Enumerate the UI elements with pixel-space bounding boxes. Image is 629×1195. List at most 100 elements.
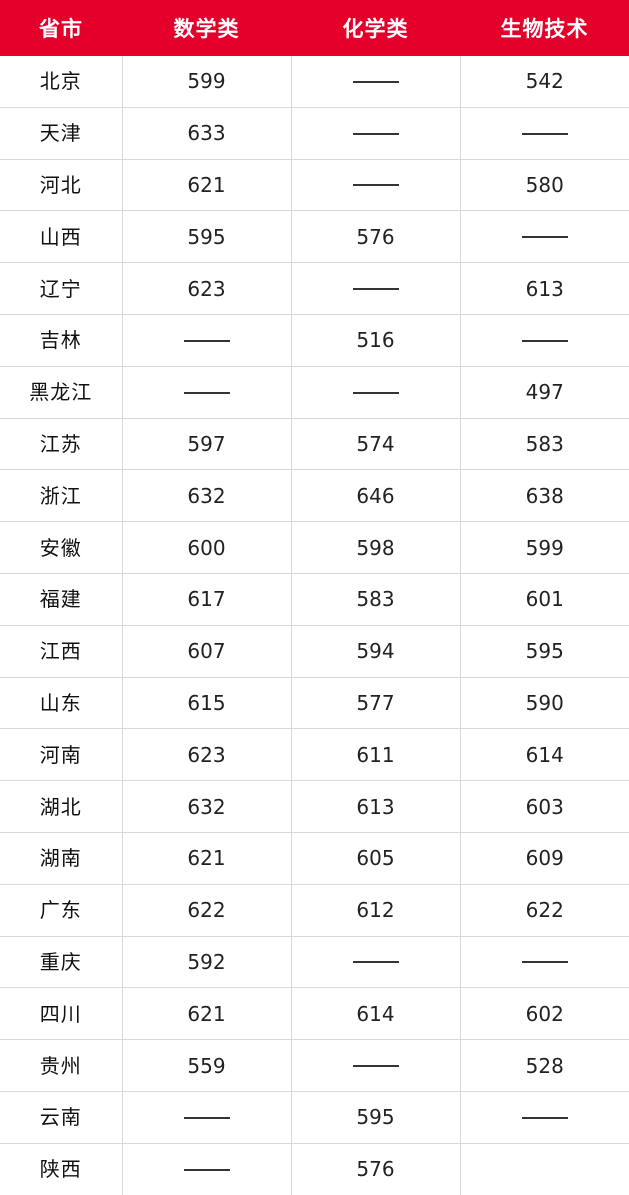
cell-biotech: 497 (460, 366, 629, 419)
table-row: 吉林 516 (0, 314, 629, 367)
table-row: 山东 615 577 590 (0, 677, 629, 730)
table-row: 浙江 632 646 638 (0, 469, 629, 523)
cell-chemistry: 516 (291, 314, 461, 367)
cell-chemistry (291, 107, 461, 160)
cell-biotech: 580 (460, 159, 629, 212)
empty-dash-marker (352, 288, 399, 291)
table-row: 江西 607 594 595 (0, 625, 629, 678)
cell-chemistry: 598 (291, 521, 461, 574)
empty-dash-marker (183, 1116, 230, 1119)
cell-math: 615 (122, 677, 292, 730)
cell-chemistry: 595 (291, 1091, 461, 1144)
cell-chemistry: 577 (291, 677, 461, 730)
cell-math: 595 (122, 210, 292, 264)
cell-biotech: 528 (460, 1039, 629, 1092)
cell-math (122, 1091, 292, 1144)
cell-biotech (460, 314, 629, 367)
cell-biotech: 599 (460, 521, 629, 574)
cell-chemistry (291, 56, 461, 108)
cell-biotech: 614 (460, 728, 629, 782)
cell-chemistry: 612 (291, 884, 461, 937)
cell-chemistry: 611 (291, 728, 461, 782)
cell-math: 607 (122, 625, 292, 678)
cell-chemistry: 576 (291, 210, 461, 264)
empty-dash-marker (352, 184, 399, 187)
cell-chemistry: 646 (291, 469, 461, 523)
table-row: 山西 595 576 (0, 210, 629, 264)
cell-province: 江西 (0, 625, 123, 678)
table-row: 江苏 597 574 583 (0, 418, 629, 471)
table-row: 黑龙江 497 (0, 366, 629, 419)
cell-math: 597 (122, 418, 292, 471)
cell-biotech (460, 210, 629, 264)
cell-chemistry: 594 (291, 625, 461, 678)
cell-biotech: 613 (460, 262, 629, 315)
table-row: 辽宁 623 613 (0, 262, 629, 315)
empty-dash-marker (521, 961, 568, 964)
cell-biotech: 603 (460, 780, 629, 833)
cell-biotech (460, 936, 629, 989)
column-header-biotech: 生物技术 (460, 0, 629, 56)
cell-biotech (460, 107, 629, 160)
empty-dash-marker (352, 391, 399, 394)
column-header-province: 省市 (0, 0, 122, 56)
cell-math: 623 (122, 262, 292, 315)
table-row: 云南 595 (0, 1091, 629, 1144)
cell-chemistry (291, 936, 461, 989)
table-row: 安徽 600 598 599 (0, 521, 629, 574)
cell-biotech: 595 (460, 625, 629, 678)
cell-math: 632 (122, 780, 292, 833)
cell-chemistry (291, 366, 461, 419)
cell-province: 云南 (0, 1091, 123, 1144)
empty-dash-marker (183, 339, 230, 342)
cell-math: 622 (122, 884, 292, 937)
cell-province: 重庆 (0, 936, 123, 989)
column-header-math: 数学类 (122, 0, 291, 56)
cell-province: 河南 (0, 728, 123, 782)
empty-dash-marker (521, 132, 568, 135)
cell-chemistry: 583 (291, 573, 461, 626)
table-body: 北京 599 542 天津 633 河北 621 580 山西 595 576 辽宁 623 613 吉林 5… (0, 56, 629, 1195)
cell-province: 浙江 (0, 469, 123, 523)
cell-province: 辽宁 (0, 262, 123, 315)
table-row: 四川 621 614 602 (0, 987, 629, 1041)
cell-province: 福建 (0, 573, 123, 626)
table-row: 河南 623 611 614 (0, 728, 629, 782)
cell-province: 四川 (0, 987, 123, 1041)
cell-province: 山东 (0, 677, 123, 730)
cell-chemistry (291, 159, 461, 212)
table-row: 贵州 559 528 (0, 1039, 629, 1092)
cell-biotech: 609 (460, 832, 629, 885)
table-row: 福建 617 583 601 (0, 573, 629, 626)
table-header: 省市 数学类 化学类 生物技术 (0, 0, 629, 56)
cell-math: 621 (122, 832, 292, 885)
table-row: 广东 622 612 622 (0, 884, 629, 937)
cell-biotech: 590 (460, 677, 629, 730)
cell-province: 广东 (0, 884, 123, 937)
table-row: 北京 599 542 (0, 56, 629, 108)
cell-math: 633 (122, 107, 292, 160)
table-row: 湖北 632 613 603 (0, 780, 629, 833)
cell-chemistry: 574 (291, 418, 461, 471)
cell-biotech: 583 (460, 418, 629, 471)
empty-dash-marker (521, 1116, 568, 1119)
cell-chemistry: 614 (291, 987, 461, 1041)
table-row: 重庆 592 (0, 936, 629, 989)
empty-dash-marker (521, 236, 568, 239)
cell-province: 贵州 (0, 1039, 123, 1092)
cell-chemistry: 613 (291, 780, 461, 833)
cell-math: 600 (122, 521, 292, 574)
cell-math (122, 314, 292, 367)
cell-province: 江苏 (0, 418, 123, 471)
empty-dash-marker (352, 132, 399, 135)
cell-math: 623 (122, 728, 292, 782)
table-header-row: 省市 数学类 化学类 生物技术 (0, 0, 629, 56)
cell-province: 湖北 (0, 780, 123, 833)
cell-chemistry: 605 (291, 832, 461, 885)
table-row: 湖南 621 605 609 (0, 832, 629, 885)
cell-province: 天津 (0, 107, 123, 160)
table-row: 河北 621 580 (0, 159, 629, 212)
cell-province: 安徽 (0, 521, 123, 574)
cell-math: 599 (122, 56, 292, 108)
